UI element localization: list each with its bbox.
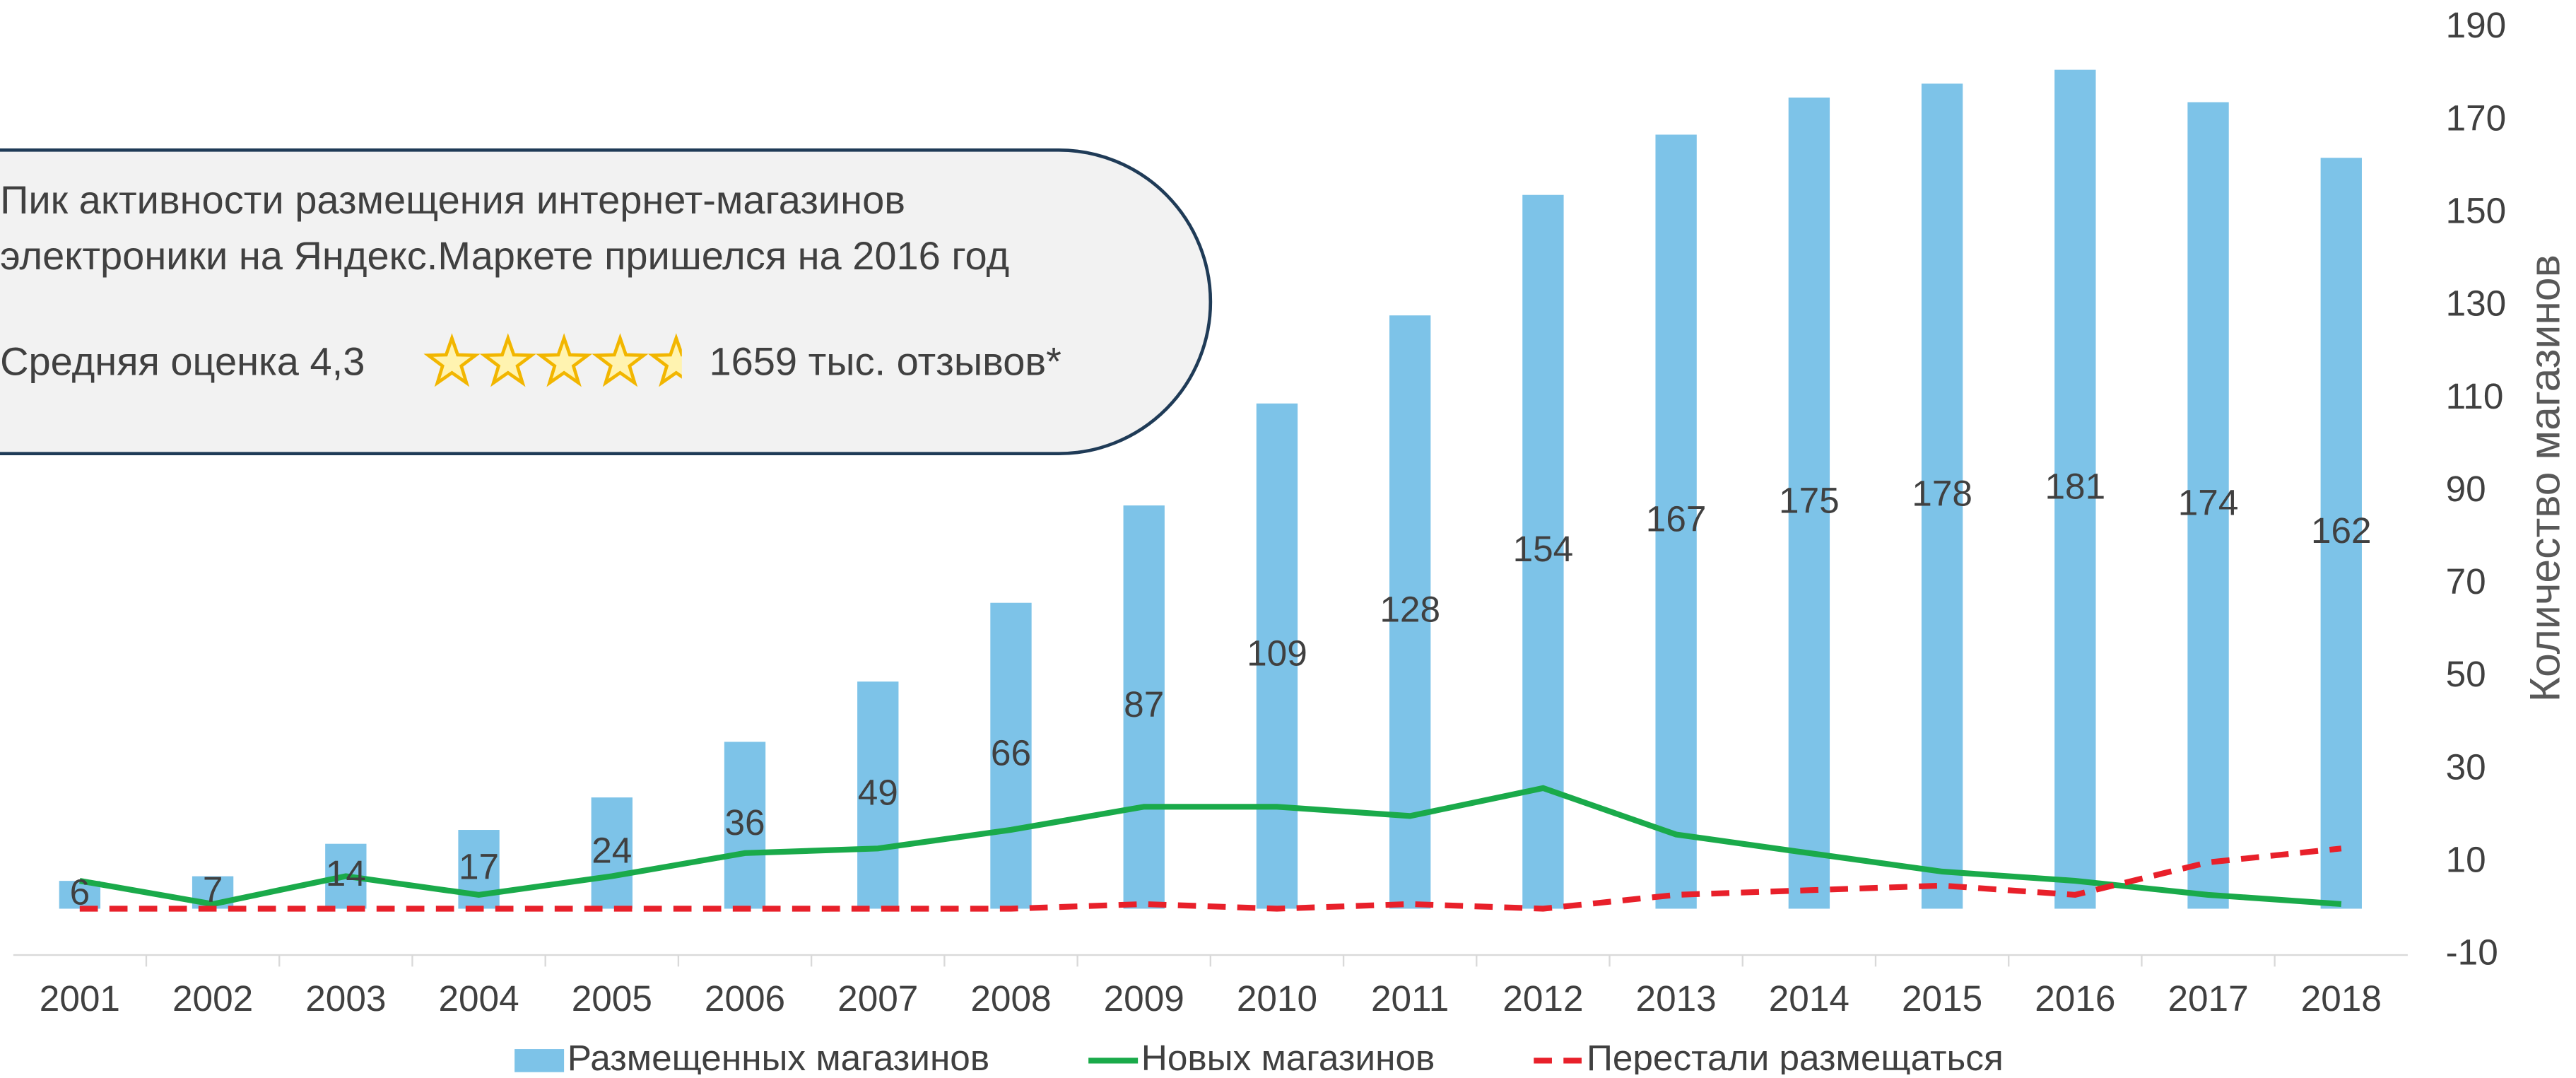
- data-label: 178: [1912, 473, 1972, 513]
- data-label: 36: [724, 802, 765, 843]
- x-tick-label: 2013: [1636, 978, 1717, 1019]
- y-tick-label: 30: [2446, 746, 2486, 787]
- x-tick-label: 2010: [1237, 978, 1317, 1019]
- x-tick-label: 2016: [2035, 978, 2115, 1019]
- bar: [2054, 69, 2096, 909]
- bar: [1389, 315, 1431, 909]
- y-tick-label: 110: [2446, 376, 2504, 416]
- legend-swatch: [514, 1049, 565, 1072]
- x-tick-label: 2008: [970, 978, 1051, 1019]
- x-tick-label: 2017: [2168, 978, 2248, 1019]
- callout-line: электроники на Яндекс.Маркете пришелся н…: [0, 233, 1009, 278]
- legend-label: Размещенных магазинов: [567, 1038, 989, 1074]
- y-tick-label: -10: [2446, 932, 2498, 973]
- y-axis-label: Количество магазинов: [2520, 254, 2568, 702]
- data-label: 154: [1513, 529, 1574, 569]
- y-tick-label: 10: [2446, 839, 2486, 879]
- data-label: 17: [459, 846, 499, 886]
- legend-label: Новых магазинов: [1141, 1038, 1435, 1074]
- data-label: 6: [70, 872, 90, 912]
- x-tick-label: 2001: [40, 978, 120, 1019]
- x-tick-label: 2005: [572, 978, 652, 1019]
- data-label: 49: [858, 772, 898, 812]
- y-tick-label: 150: [2446, 191, 2507, 231]
- x-tick-label: 2011: [1371, 978, 1449, 1019]
- reviews-text: 1659 тыс. отзывов*: [709, 339, 1061, 383]
- x-tick-label: 2006: [705, 978, 785, 1019]
- bar: [1788, 98, 1830, 909]
- x-tick-label: 2003: [305, 978, 386, 1019]
- callout-line: Пик активности размещения интернет-магаз…: [0, 177, 905, 222]
- star: [592, 333, 649, 387]
- y-tick-label: 50: [2446, 654, 2486, 694]
- x-tick-label: 2014: [1769, 978, 1849, 1019]
- y-tick-label: 90: [2446, 469, 2486, 509]
- data-label: 174: [2178, 483, 2239, 523]
- legend-label: Перестали размещаться: [1587, 1038, 2004, 1074]
- data-label: 109: [1247, 633, 1307, 674]
- y-tick-label: 170: [2446, 98, 2507, 138]
- x-tick-label: 2018: [2301, 978, 2382, 1019]
- data-label: 24: [592, 830, 632, 870]
- star: [536, 333, 593, 387]
- line: [79, 785, 2342, 908]
- data-label: 87: [1124, 684, 1164, 725]
- x-tick-label: 2007: [837, 978, 918, 1019]
- bar: [724, 742, 766, 909]
- rating-text: Средняя оценка 4,3: [0, 339, 365, 383]
- data-label: 7: [203, 869, 223, 910]
- bar: [1655, 134, 1697, 909]
- data-label: 181: [2045, 467, 2106, 507]
- bar: [857, 681, 899, 909]
- data-label: 14: [326, 853, 366, 894]
- x-tick-label: 2009: [1104, 978, 1184, 1019]
- star: [479, 333, 536, 387]
- callout-box: [0, 148, 1213, 456]
- bar: [591, 797, 633, 909]
- x-tick-label: 2012: [1502, 978, 1583, 1019]
- x-tick-label: 2004: [438, 978, 519, 1019]
- bar: [2187, 102, 2229, 909]
- bar: [2320, 158, 2362, 909]
- y-tick-label: 130: [2446, 283, 2507, 324]
- data-label: 175: [1779, 480, 1840, 520]
- x-tick-label: 2002: [172, 978, 253, 1019]
- star: [423, 333, 481, 387]
- line: [79, 845, 2342, 912]
- data-label: 66: [991, 733, 1031, 773]
- bar: [1256, 403, 1298, 909]
- data-label: 167: [1646, 499, 1707, 539]
- x-tick-label: 2015: [1902, 978, 1982, 1019]
- y-tick-label: 190: [2446, 5, 2507, 45]
- data-label: 162: [2311, 510, 2372, 551]
- bar: [990, 602, 1032, 909]
- y-tick-label: 70: [2446, 561, 2486, 602]
- bar: [1123, 505, 1165, 909]
- data-label: 128: [1380, 589, 1440, 629]
- bar: [1921, 83, 1963, 909]
